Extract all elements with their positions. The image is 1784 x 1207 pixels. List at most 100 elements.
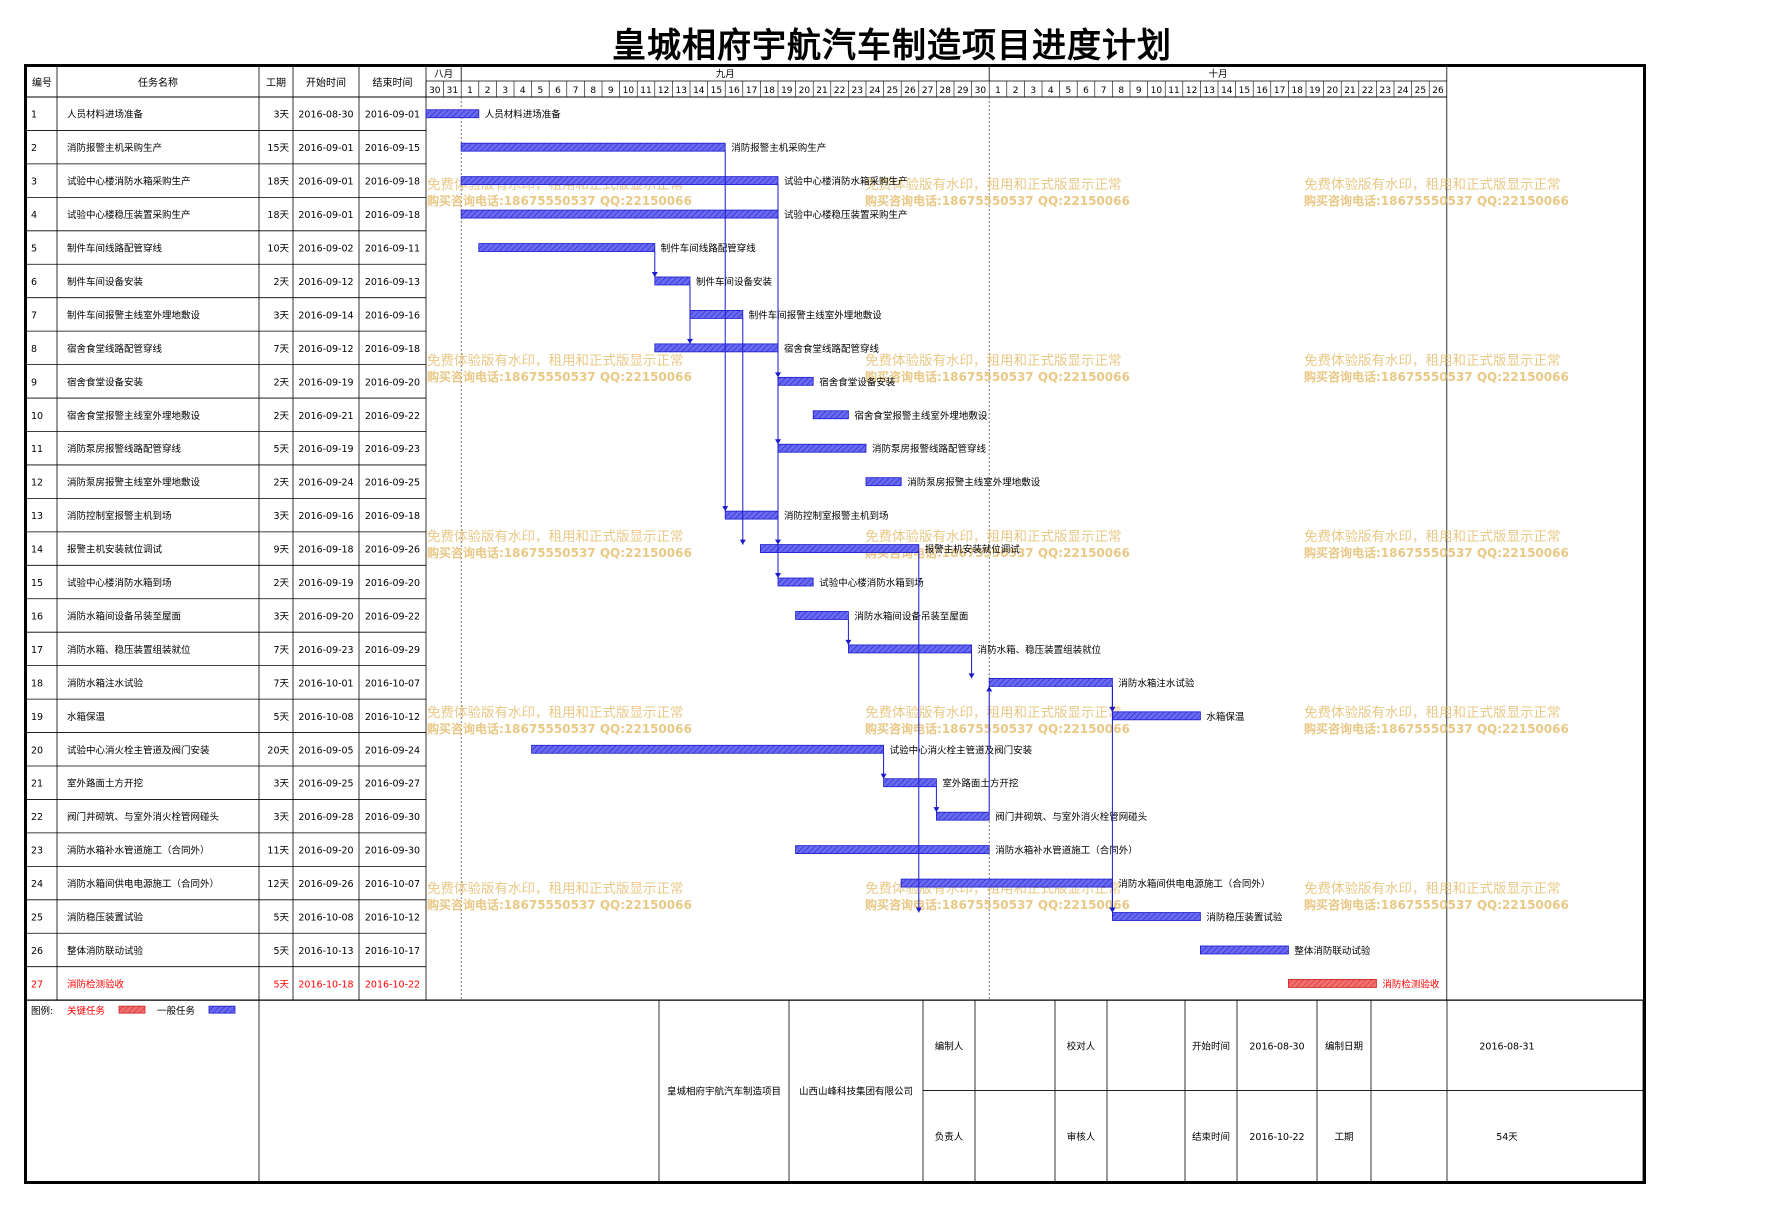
dependency-arrow [651,271,658,277]
task-end: 2016-09-20 [365,578,420,589]
day-tick-label: 8 [590,86,596,96]
dependency-arrow [845,639,852,645]
task-end: 2016-09-25 [365,478,420,489]
task-bar-label: 宿舍食堂设备安装 [819,376,896,388]
task-bar [531,744,885,754]
task-id: 6 [31,277,37,288]
task-end: 2016-09-18 [365,210,420,221]
task-bar-label: 试验中心楼稳压装置采购生产 [784,209,908,221]
task-bar [883,778,937,788]
task-duration: 9天 [273,545,289,556]
task-start: 2016-09-19 [298,578,353,589]
footer-compiler-label: 编制人 [935,1040,964,1052]
task-id: 20 [31,745,43,756]
task-name: 制件车间报警主线室外埋地敷设 [67,309,201,321]
task-id: 1 [31,110,37,121]
day-tick-label: 29 [957,86,969,96]
task-start: 2016-09-18 [298,545,353,556]
day-tick-label: 6 [555,86,561,96]
watermark-line2: 购买咨询电话:18675550537 QQ:22150066 [1304,897,1569,912]
task-end: 2016-09-18 [365,177,420,188]
task-end: 2016-09-23 [365,444,420,455]
day-tick-label: 12 [658,86,669,96]
watermark-line1: 免费体验版有水印，租用和正式版显示正常 [427,353,684,369]
watermark-line2: 购买咨询电话:18675550537 QQ:22150066 [427,369,692,384]
day-tick-label: 14 [1221,86,1233,96]
day-tick-label: 21 [816,86,827,96]
task-bar [865,477,902,487]
task-name: 制件车间设备安装 [67,276,144,288]
dependency-arrow [915,907,922,913]
task-bar-label: 报警主机安装就位调试 [925,544,1021,556]
task-duration: 7天 [273,678,289,689]
task-duration: 3天 [273,611,289,622]
task-bar-label: 消防水箱、稳压装置组装就位 [978,644,1102,656]
task-bar [777,376,814,386]
task-start: 2016-09-24 [298,478,353,489]
task-end: 2016-09-18 [365,344,420,355]
task-bar [460,176,779,186]
day-tick-label: 22 [1362,86,1373,96]
task-name: 宿舍食堂设备安装 [67,376,144,388]
day-tick-label: 23 [1379,86,1390,96]
task-end: 2016-09-30 [365,812,420,823]
task-id: 15 [31,578,43,589]
footer-end: 2016-10-22 [1249,1132,1304,1143]
task-end: 2016-09-01 [365,110,420,121]
day-tick-label: 24 [869,86,881,96]
task-duration: 5天 [273,712,289,723]
task-name: 整体消防联动试验 [67,945,144,957]
task-duration: 5天 [273,913,289,924]
dependency-arrow [775,573,781,579]
watermark-line1: 免费体验版有水印，租用和正式版显示正常 [865,177,1122,193]
task-id: 26 [31,946,43,957]
day-tick-label: 5 [1066,86,1072,96]
task-bar [795,611,849,620]
task-id: 24 [31,879,43,890]
legend-critical-swatch [118,1005,146,1014]
day-tick-label: 14 [693,86,705,96]
task-duration: 7天 [273,344,289,355]
task-bar-label: 阀门井砌筑、与室外消火栓管网碰头 [995,811,1147,823]
task-start: 2016-10-08 [298,913,353,924]
watermark-line2: 购买咨询电话:18675550537 QQ:22150066 [865,545,1130,560]
task-duration: 3天 [273,812,289,823]
day-tick-label: 23 [851,86,862,96]
task-end: 2016-09-22 [365,611,420,622]
month-label: 九月 [716,68,735,80]
task-bar-label: 宿舍食堂线路配管穿线 [784,343,880,355]
footer-duration-label: 工期 [1334,1132,1353,1143]
task-id: 11 [31,444,43,455]
footer-duration: 54天 [1496,1132,1518,1143]
task-end: 2016-09-29 [365,645,420,656]
task-id: 14 [31,545,43,556]
task-bar-label: 试验中心消火栓主管道及阀门安装 [890,744,1033,756]
watermark-line2: 购买咨询电话:18675550537 QQ:22150066 [1304,545,1569,560]
task-bar-label: 消防水箱间供电电源施工（合同外） [1118,878,1270,890]
day-tick-label: 3 [1030,86,1036,96]
watermark-line2: 购买咨询电话:18675550537 QQ:22150066 [1304,193,1569,208]
task-start: 2016-09-20 [298,611,353,622]
task-end: 2016-10-07 [365,879,420,890]
day-tick-label: 16 [728,86,740,96]
task-id: 25 [31,913,43,924]
task-name: 消防报警主机采购生产 [67,142,162,154]
task-id: 18 [31,678,43,689]
day-tick-label: 30 [975,86,987,96]
day-tick-label: 25 [1415,86,1426,96]
task-id: 21 [31,779,43,790]
column-header-dur: 工期 [266,77,286,89]
task-duration: 10天 [267,244,289,255]
task-name: 报警主机安装就位调试 [67,544,163,556]
task-id: 3 [31,177,37,188]
task-start: 2016-09-02 [298,244,353,255]
day-tick-label: 11 [1168,86,1179,96]
dependency-arrow [687,338,693,344]
day-tick-label: 13 [1203,86,1214,96]
task-end: 2016-09-18 [365,511,420,522]
day-tick-label: 17 [746,86,757,96]
watermark-line2: 购买咨询电话:18675550537 QQ:22150066 [1304,369,1569,384]
task-name: 宿舍食堂线路配管穿线 [67,343,163,355]
task-name: 消防泵房报警主线室外埋地敷设 [67,477,201,489]
task-name: 消防检测验收 [67,978,125,990]
